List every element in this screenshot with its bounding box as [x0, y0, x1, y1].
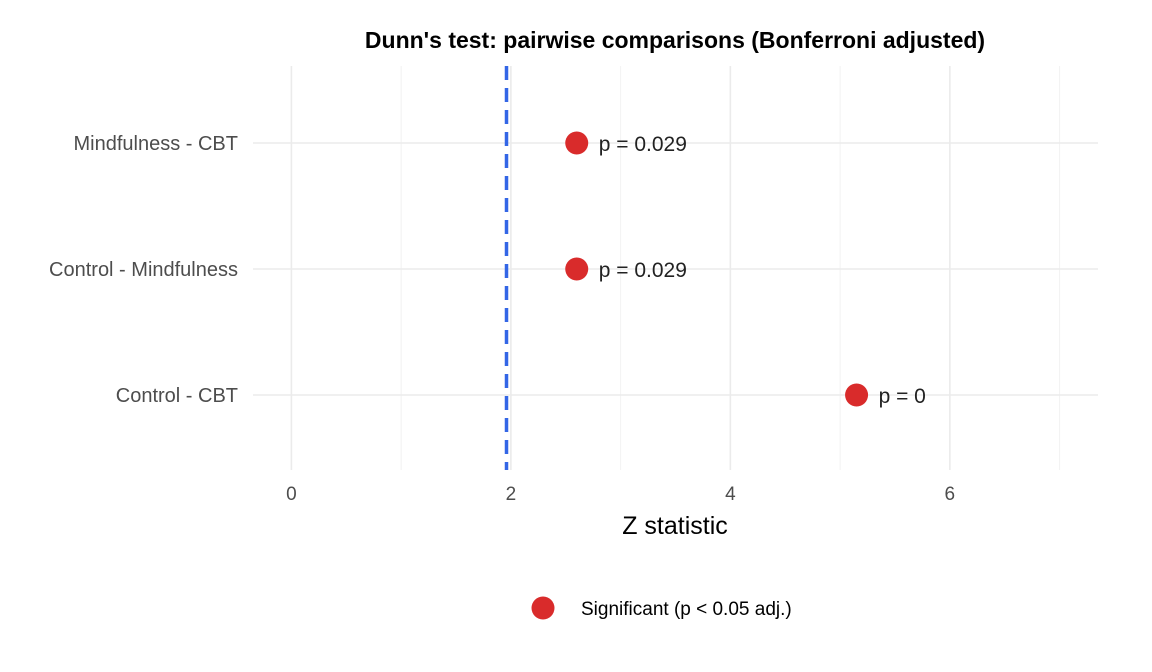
data-label: p = 0 — [879, 385, 926, 408]
category-label: Control - CBT — [116, 385, 238, 407]
grid — [253, 66, 1098, 470]
category-label: Mindfulness - CBT — [74, 133, 239, 155]
data-point — [845, 383, 869, 407]
data-point — [565, 257, 589, 281]
data-point — [565, 131, 589, 155]
x-tick-label: 0 — [286, 484, 297, 505]
legend-marker — [531, 596, 555, 620]
category-label: Control - Mindfulness — [49, 259, 238, 281]
legend: Significant (p < 0.05 adj.) — [531, 596, 792, 620]
legend-label: Significant (p < 0.05 adj.) — [581, 599, 792, 620]
data-points: p = 0.029 p = 0.029 p = 0 — [565, 131, 926, 408]
x-tick-label: 2 — [506, 484, 517, 505]
data-label: p = 0.029 — [599, 133, 687, 156]
x-tick-label: 4 — [725, 484, 736, 505]
x-axis-title: Z statistic — [622, 512, 728, 540]
chart-title: Dunn's test: pairwise comparisons (Bonfe… — [365, 27, 985, 53]
x-tick-label: 6 — [945, 484, 956, 505]
data-label: p = 0.029 — [599, 259, 687, 282]
x-tick-labels: 0 2 4 6 — [286, 484, 955, 505]
category-labels: Mindfulness - CBT Control - Mindfulness Co… — [49, 133, 238, 407]
